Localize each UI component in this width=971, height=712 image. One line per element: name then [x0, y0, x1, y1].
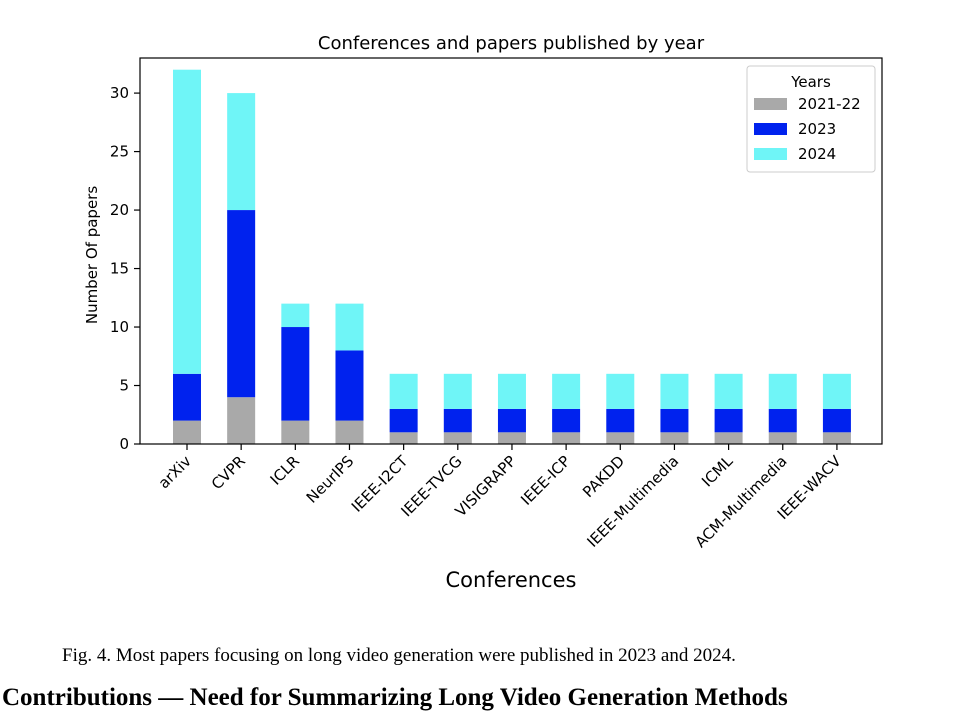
figure-caption: Fig. 4. Most papers focusing on long vid… — [62, 645, 736, 666]
y-tick-label: 0 — [119, 435, 129, 453]
y-axis-ticks: 0 5 10 15 20 25 30 — [110, 84, 140, 453]
legend-entry: 2023 — [798, 120, 836, 138]
bar-IEEE-ICP-2024 — [552, 373, 581, 409]
legend: Years 2021-22 2023 2024 — [746, 65, 876, 173]
bar-arXiv-2023 — [173, 373, 201, 421]
bar-IEEE-Multimedia-2021-22 — [660, 432, 689, 444]
legend-entry: 2021-22 — [798, 95, 861, 113]
x-tick-label: IEEE-ICP — [517, 452, 574, 509]
bar-IEEE-WACV-2021-22 — [822, 432, 851, 444]
bar-IEEE-I2CT-2021-22 — [389, 432, 418, 444]
x-tick-label: NeurIPS — [303, 452, 358, 507]
legend-box — [746, 65, 876, 173]
y-tick-label: 5 — [119, 377, 129, 395]
bar-ICML-2024 — [714, 373, 743, 409]
bar-IEEE-TVCG-2021-22 — [443, 432, 472, 444]
bar-IEEE-I2CT-2023 — [389, 408, 418, 433]
bar-IEEE-ICP-2021-22 — [552, 432, 581, 444]
x-axis-label: Conferences — [446, 568, 577, 592]
legend-entry: 2024 — [798, 145, 836, 163]
bar-ACM-Multimedia-2024 — [768, 373, 797, 409]
x-tick-label: ACM-Multimedia — [691, 452, 790, 551]
chart-title: Conferences and papers published by year — [318, 33, 705, 54]
legend-swatch — [754, 148, 787, 160]
x-tick-label: CVPR — [208, 452, 249, 493]
bar-ICML-2021-22 — [714, 432, 743, 444]
bar-IEEE-WACV-2024 — [822, 373, 851, 409]
bar-ICML-2023 — [714, 408, 743, 433]
bar-arXiv-2024 — [173, 69, 201, 374]
y-tick-label: 10 — [110, 318, 129, 336]
bar-arXiv-2021-22 — [173, 420, 201, 444]
bar-NeurIPS-2023 — [335, 350, 364, 421]
y-axis-label: Number Of papers — [83, 186, 101, 325]
bar-CVPR-2024 — [227, 93, 256, 211]
bar-IEEE-Multimedia-2023 — [660, 408, 689, 433]
x-tick-label: ICML — [698, 452, 737, 491]
bar-VISIGRAPP-2021-22 — [497, 432, 526, 444]
bar-ICLR-2023 — [281, 327, 310, 421]
legend-title: Years — [790, 73, 831, 91]
x-axis-ticks: arXiv CVPR ICLR NeurIPSIEEE-I2CTIEEE-TVCGVI… — [155, 444, 845, 551]
section-heading: Contributions — Need for Summarizing Lon… — [2, 684, 788, 711]
bar-ACM-Multimedia-2021-22 — [768, 432, 797, 444]
bar-NeurIPS-2024 — [335, 303, 364, 351]
plot-frame — [139, 57, 883, 445]
y-tick-label: 25 — [110, 143, 129, 161]
bar-ICLR-2024 — [281, 303, 310, 328]
bar-VISIGRAPP-2023 — [497, 408, 526, 433]
x-tick-label: PAKDD — [579, 452, 628, 501]
x-tick-label: ICLR — [267, 452, 304, 489]
bar-IEEE-TVCG-2023 — [443, 408, 472, 433]
bar-NeurIPS-2021-22 — [335, 420, 364, 444]
y-tick-label: 15 — [110, 260, 129, 278]
bar-ICLR-2021-22 — [281, 420, 310, 444]
bar-PAKDD-2024 — [606, 373, 635, 409]
x-tick-label: arXiv — [155, 452, 195, 492]
x-tick-label: IEEE-Multimedia — [584, 452, 683, 551]
bar-ACM-Multimedia-2023 — [768, 408, 797, 433]
bar-VISIGRAPP-2024 — [497, 373, 526, 409]
y-tick-label: 30 — [110, 84, 129, 102]
stacked-bar-chart: Conferences and papers published by year… — [83, 33, 883, 592]
bar-IEEE-WACV-2023 — [822, 408, 851, 433]
legend-swatch — [754, 123, 787, 135]
bar-IEEE-Multimedia-2024 — [660, 373, 689, 409]
bar-IEEE-ICP-2023 — [552, 408, 581, 433]
bar-CVPR-2021-22 — [227, 397, 256, 444]
legend-items: 2021-22 2023 2024 — [754, 95, 861, 163]
bar-IEEE-I2CT-2024 — [389, 373, 418, 409]
bar-CVPR-2023 — [227, 210, 256, 398]
bars-group — [173, 69, 851, 444]
bar-IEEE-TVCG-2024 — [443, 373, 472, 409]
y-tick-label: 20 — [110, 201, 129, 219]
legend-swatch — [754, 98, 787, 110]
bar-PAKDD-2023 — [606, 408, 635, 433]
bar-PAKDD-2021-22 — [606, 432, 635, 444]
